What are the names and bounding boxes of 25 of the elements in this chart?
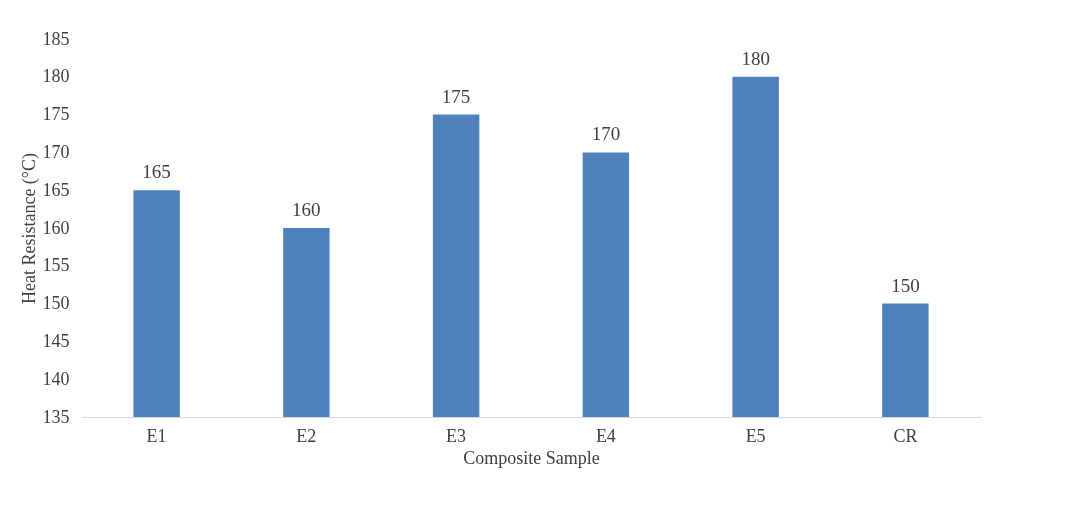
y-tick-label: 155 <box>42 255 70 276</box>
y-axis-title: Heat Resistance (°C) <box>18 152 40 305</box>
x-tick-label: E3 <box>446 425 467 446</box>
x-tick-label: E4 <box>595 425 616 446</box>
data-label: 180 <box>741 47 770 69</box>
x-tick-label: E2 <box>296 425 317 446</box>
x-axis-title: Composite Sample <box>463 447 600 468</box>
y-tick-label: 170 <box>42 141 70 162</box>
y-tick-label: 175 <box>42 104 70 125</box>
y-tick-label: 165 <box>42 179 70 200</box>
y-tick-label: 160 <box>42 217 70 238</box>
y-tick-label: 140 <box>42 368 70 389</box>
data-label: 160 <box>292 199 321 220</box>
data-label: 170 <box>591 123 621 145</box>
y-tick-label: 135 <box>42 406 70 427</box>
x-tick-label: E1 <box>146 425 167 446</box>
x-tick-label: CR <box>893 425 918 446</box>
y-tick-label: 180 <box>42 66 70 87</box>
x-tick-label: E5 <box>745 425 766 446</box>
data-label: 175 <box>441 85 471 107</box>
y-tick-label: 145 <box>42 330 70 351</box>
y-tick-label: 150 <box>42 293 70 314</box>
y-tick-label: 185 <box>42 28 70 49</box>
data-label: 165 <box>142 161 171 183</box>
data-label: 150 <box>891 274 920 296</box>
